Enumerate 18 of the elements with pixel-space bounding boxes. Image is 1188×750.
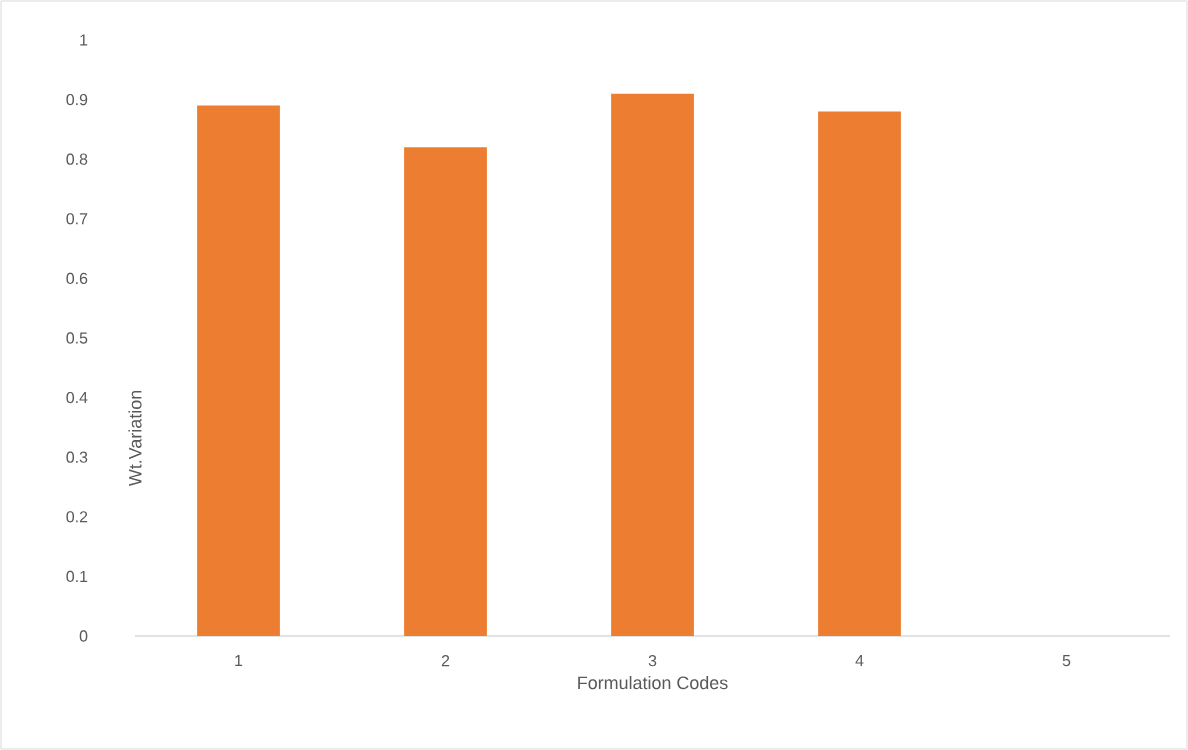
y-tick-label: 0.2 bbox=[66, 511, 88, 523]
x-tick-label: 1 bbox=[235, 655, 243, 667]
x-tick-label: 5 bbox=[1062, 655, 1071, 667]
y-tick-label: 0.4 bbox=[66, 391, 88, 404]
x-tick-label: 4 bbox=[855, 655, 864, 667]
y-tick-label: 1 bbox=[80, 34, 88, 46]
y-tick-label: 0.5 bbox=[66, 332, 88, 344]
x-axis-title: Formulation Codes bbox=[578, 676, 728, 690]
x-tick-label: 2 bbox=[441, 655, 450, 667]
y-tick-label: 0.3 bbox=[66, 451, 88, 463]
x-tick-label: 3 bbox=[648, 655, 657, 667]
y-tick-label: 0.9 bbox=[66, 93, 88, 106]
y-tick-label: 0.7 bbox=[66, 213, 88, 225]
y-tick-label: 0 bbox=[79, 630, 88, 642]
y-tick-label: 0.6 bbox=[66, 272, 88, 285]
y-tick-label: 0.1 bbox=[66, 570, 88, 583]
y-tick-label: 0.8 bbox=[66, 153, 88, 165]
y-axis-title: Wt.Variation bbox=[128, 390, 142, 487]
